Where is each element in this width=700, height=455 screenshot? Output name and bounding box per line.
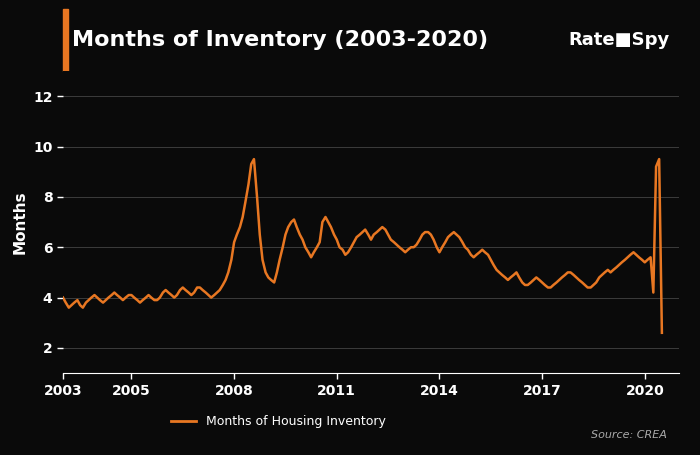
Text: Source: CREA: Source: CREA [591,430,666,440]
Legend: Months of Housing Inventory: Months of Housing Inventory [166,410,391,433]
Bar [63,9,68,71]
Text: Rate■Spy: Rate■Spy [568,31,670,49]
Y-axis label: Months: Months [13,190,27,254]
Text: Months of Inventory (2003-2020): Months of Inventory (2003-2020) [72,30,489,50]
